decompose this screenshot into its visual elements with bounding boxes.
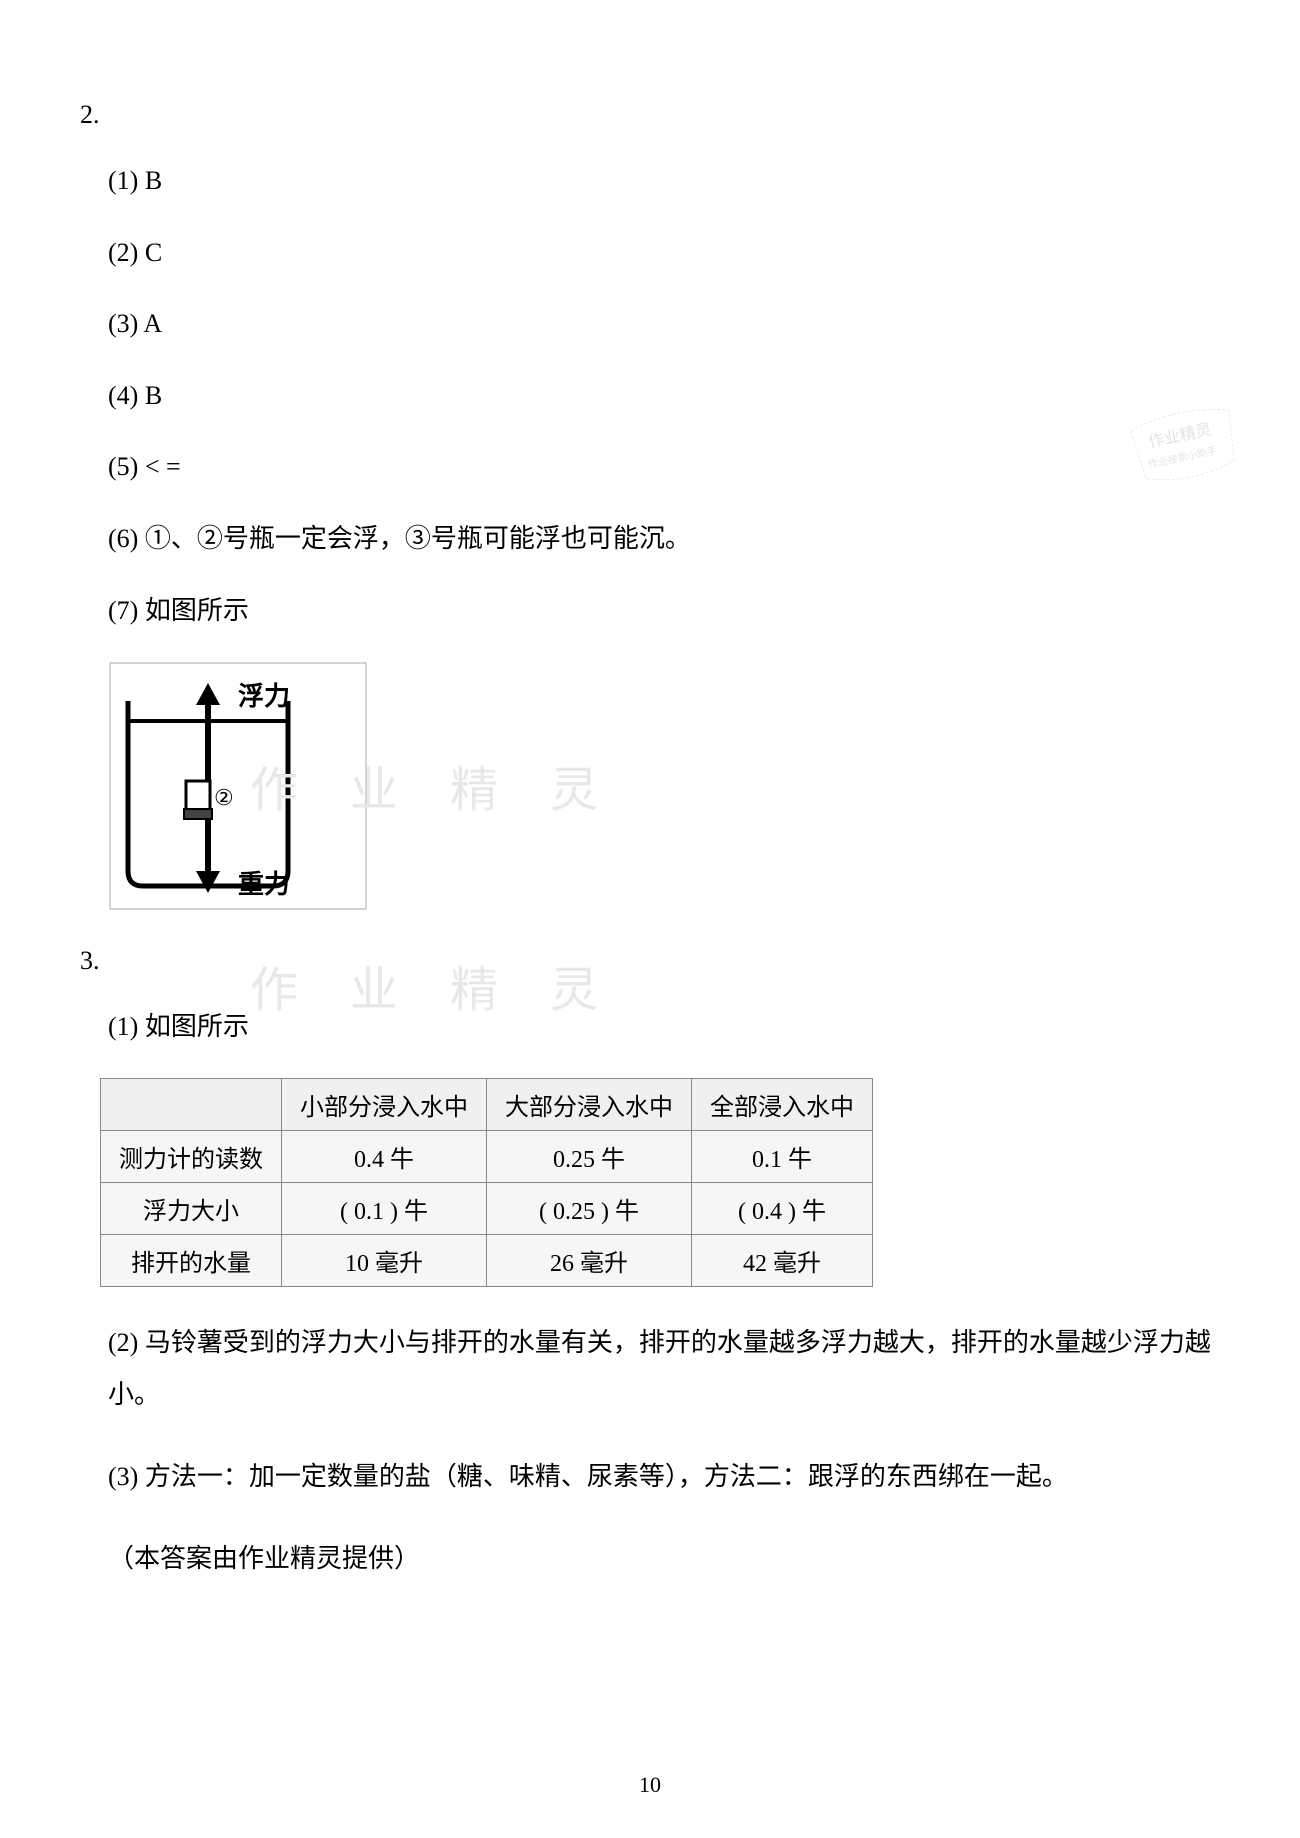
buoyancy-table: 小部分浸入水中大部分浸入水中全部浸入水中 测力计的读数0.4 牛0.25 牛0.… xyxy=(100,1078,873,1287)
question-3-number: 3. xyxy=(80,946,1220,976)
table-cell: 0.1 牛 xyxy=(692,1130,873,1182)
table-cell: 42 毫升 xyxy=(692,1234,873,1286)
q2-item-5: (5) < = xyxy=(108,446,1220,488)
q3-item-1: (1) 如图所示 xyxy=(108,1006,1220,1048)
table-cell: 浮力大小 xyxy=(101,1182,282,1234)
table-header xyxy=(101,1078,282,1130)
table-row: 浮力大小( 0.1 ) 牛( 0.25 ) 牛( 0.4 ) 牛 xyxy=(101,1182,873,1234)
table-cell: 0.25 牛 xyxy=(487,1130,692,1182)
table-cell: 排开的水量 xyxy=(101,1234,282,1286)
table-cell: 0.4 牛 xyxy=(282,1130,487,1182)
q2-item-2: (2) C xyxy=(108,232,1220,274)
svg-text:作业精灵: 作业精灵 xyxy=(1147,420,1213,451)
q2-item-7: (7) 如图所示 xyxy=(108,590,1220,632)
q2-item-1: (1) B xyxy=(108,160,1220,202)
table-cell: ( 0.1 ) 牛 xyxy=(282,1182,487,1234)
q3-item-3: (3) 方法一：加一定数量的盐（糖、味精、尿素等），方法二：跟浮的东西绑在一起。 xyxy=(108,1451,1220,1503)
table-header: 全部浸入水中 xyxy=(692,1078,873,1130)
label-node: ② xyxy=(214,785,234,810)
table-cell: 26 毫升 xyxy=(487,1234,692,1286)
table-header: 小部分浸入水中 xyxy=(282,1078,487,1130)
buoyancy-diagram: 浮力 重力 ② xyxy=(108,661,1220,916)
question-2-number: 2. xyxy=(80,100,1220,130)
page-number: 10 xyxy=(639,1772,661,1798)
credit-line: （本答案由作业精灵提供） xyxy=(108,1533,1220,1585)
label-buoyancy: 浮力 xyxy=(238,682,290,711)
label-gravity: 重力 xyxy=(238,870,290,899)
table-header: 大部分浸入水中 xyxy=(487,1078,692,1130)
table-cell: ( 0.4 ) 牛 xyxy=(692,1182,873,1234)
q2-item-6: (6) ①、②号瓶一定会浮，③号瓶可能浮也可能沉。 xyxy=(108,518,1220,560)
q3-table-wrap: 小部分浸入水中大部分浸入水中全部浸入水中 测力计的读数0.4 牛0.25 牛0.… xyxy=(100,1078,1220,1287)
table-row: 测力计的读数0.4 牛0.25 牛0.1 牛 xyxy=(101,1130,873,1182)
q3-item-2: (2) 马铃薯受到的浮力大小与排开的水量有关，排开的水量越多浮力越大，排开的水量… xyxy=(108,1317,1220,1421)
table-row: 排开的水量10 毫升26 毫升42 毫升 xyxy=(101,1234,873,1286)
table-cell: ( 0.25 ) 牛 xyxy=(487,1182,692,1234)
table-cell: 10 毫升 xyxy=(282,1234,487,1286)
q2-item-3: (3) A xyxy=(108,303,1220,345)
table-cell: 测力计的读数 xyxy=(101,1130,282,1182)
buoyancy-svg: 浮力 重力 ② xyxy=(108,661,368,911)
q2-item-4: (4) B xyxy=(108,375,1220,417)
